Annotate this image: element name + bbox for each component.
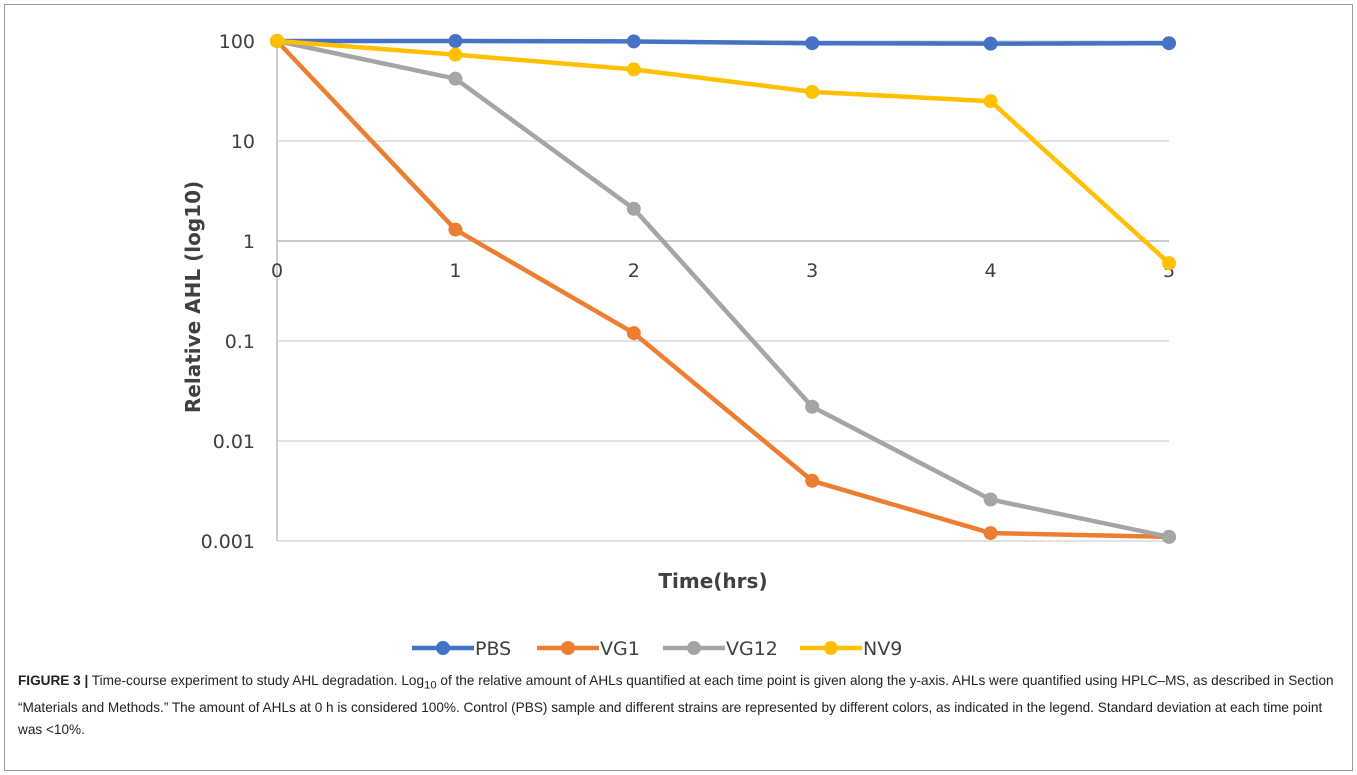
x-tick-label: 1 xyxy=(449,260,461,282)
data-point xyxy=(1162,529,1176,544)
data-point xyxy=(448,71,463,86)
series-line xyxy=(276,38,1171,265)
series-line xyxy=(276,38,1170,540)
y-axis-title: Relative AHL (log10) xyxy=(181,181,205,413)
data-point xyxy=(1162,256,1176,271)
y-tick-label: 0.001 xyxy=(201,531,255,553)
caption-text-part2: of the relative amount of AHLs quantifie… xyxy=(18,673,1334,737)
y-tick-label: 10 xyxy=(231,131,255,153)
series-nv9 xyxy=(270,34,1176,271)
caption-label: FIGURE 3 | xyxy=(18,673,89,688)
legend-label: VG12 xyxy=(726,638,778,660)
data-point xyxy=(805,36,820,51)
x-tick-label: 2 xyxy=(628,260,640,282)
data-point xyxy=(626,201,641,216)
data-point xyxy=(448,47,463,62)
legend-item-pbs: PBS xyxy=(412,638,511,660)
legend-swatch-marker xyxy=(436,641,450,655)
series-line xyxy=(275,39,1170,540)
data-point xyxy=(626,34,641,49)
data-point xyxy=(983,36,998,51)
data-point xyxy=(805,473,820,488)
data-point xyxy=(1162,36,1176,51)
y-tick-label: 1 xyxy=(243,231,255,253)
legend-label: PBS xyxy=(475,638,511,660)
legend-item-nv9: NV9 xyxy=(800,638,902,660)
caption-subscript: 10 xyxy=(424,679,437,692)
data-point xyxy=(448,222,463,237)
legend-swatch-marker xyxy=(561,641,575,655)
data-point xyxy=(805,399,820,414)
legend-item-vg12: VG12 xyxy=(663,638,778,660)
data-point xyxy=(983,526,998,541)
x-tick-label: 3 xyxy=(806,260,818,282)
series-pbs xyxy=(270,34,1176,51)
data-point xyxy=(270,34,284,48)
y-tick-label: 0.01 xyxy=(213,431,255,453)
y-tick-label: 0.1 xyxy=(225,331,255,353)
data-point xyxy=(626,326,641,341)
x-tick-label: 0 xyxy=(271,260,283,282)
x-axis-title: Time(hrs) xyxy=(658,569,767,593)
data-point xyxy=(983,492,998,507)
y-tick-label: 100 xyxy=(219,31,255,53)
x-tick-label: 4 xyxy=(985,260,997,282)
caption-text-part1: Time-course experiment to study AHL degr… xyxy=(88,673,425,688)
y-axis-tick-labels: 100 10 1 0.1 0.01 0.001 xyxy=(201,31,255,553)
figure-caption: FIGURE 3 | Time-course experiment to stu… xyxy=(18,670,1343,741)
data-point xyxy=(626,62,641,77)
legend-label: NV9 xyxy=(863,638,902,660)
series-vg12 xyxy=(270,34,1176,544)
legend-swatch-marker xyxy=(687,641,701,655)
series-vg1 xyxy=(270,34,1176,544)
data-point xyxy=(805,84,820,99)
legend-item-vg1: VG1 xyxy=(537,638,640,660)
data-point xyxy=(448,34,463,48)
figure-frame xyxy=(4,4,1353,771)
legend-swatch-marker xyxy=(824,641,838,655)
data-point xyxy=(983,94,998,109)
legend: PBS VG1 VG12 NV9 xyxy=(412,638,902,660)
series-layer xyxy=(270,34,1176,544)
grid-lines xyxy=(276,40,1169,542)
series-line xyxy=(277,38,1170,46)
legend-label: VG1 xyxy=(600,638,640,660)
